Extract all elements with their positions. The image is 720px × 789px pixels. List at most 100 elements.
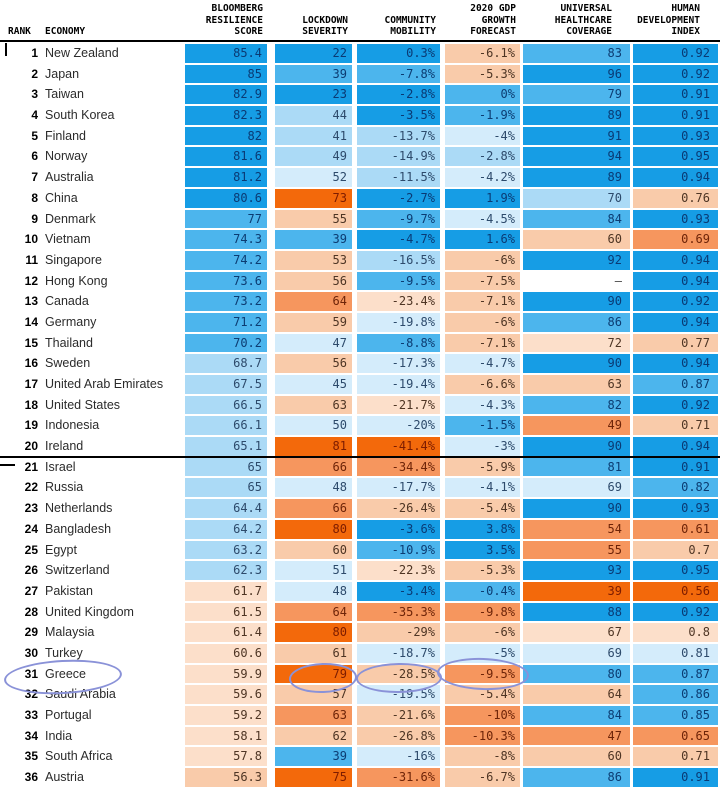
- table-row: 36 Austria 56.3 75 -31.6% -6.7% 86 0.91: [0, 768, 720, 787]
- axis-tick-divider: [0, 464, 15, 466]
- economy-name: Switzerland: [45, 563, 110, 578]
- table-row: 18 United States 66.5 63 -21.7% -4.3% 82 0.92: [0, 395, 720, 415]
- cell-healthcare: 90: [523, 437, 630, 456]
- cell-healthcare: 83: [523, 44, 630, 63]
- cell-hdi: 0.94: [633, 271, 718, 291]
- cell-gdp: -7.1%: [445, 292, 520, 311]
- cell-hdi: 0.93: [633, 126, 718, 146]
- economy-name: Australia: [45, 170, 94, 185]
- cell-healthcare: 79: [523, 85, 630, 105]
- cell-score: 64.4: [185, 499, 267, 518]
- cell-healthcare: 90: [523, 292, 630, 311]
- cell-gdp: -2.8%: [445, 147, 520, 167]
- cell-lockdown: 81: [275, 437, 352, 456]
- rank-value: 22: [24, 480, 38, 495]
- table-body: 1 New Zealand 85.4 22 0.3% -6.1% 83 0.92 2 Japan 8…: [0, 44, 720, 789]
- cell-mobility: -29%: [357, 623, 440, 642]
- economy-name: Sweden: [45, 356, 91, 371]
- cell-score: 67.5: [185, 375, 267, 394]
- cell-gdp: -4.3%: [445, 395, 520, 415]
- cell-hdi: 0.81: [633, 643, 718, 663]
- cell-healthcare: 89: [523, 106, 630, 125]
- cell-healthcare: 94: [523, 147, 630, 167]
- table-row: 15 Thailand 70.2 47 -8.8% -7.1% 72 0.77: [0, 333, 720, 353]
- table-row: 9 Denmark 77 55 -9.7% -4.5% 84 0.93: [0, 209, 720, 229]
- cell-gdp: -8%: [445, 747, 520, 767]
- cell-mobility: -16%: [357, 747, 440, 767]
- table-row: 11 Singapore 74.2 53 -16.5% -6% 92 0.94: [0, 250, 720, 270]
- cell-mobility: -10.9%: [357, 540, 440, 560]
- cell-mobility: -11.5%: [357, 168, 440, 187]
- cell-gdp: -6.7%: [445, 768, 520, 787]
- cell-mobility: -23.4%: [357, 292, 440, 311]
- economy-name: Indonesia: [45, 418, 100, 433]
- cell-healthcare: 86: [523, 768, 630, 787]
- cell-healthcare: 55: [523, 540, 630, 560]
- economy-name: Greece: [45, 666, 86, 681]
- rank-value: 32: [24, 687, 38, 702]
- cell-score: 82.9: [185, 85, 267, 105]
- cell-gdp: -5.3%: [445, 561, 520, 580]
- cell-healthcare: 82: [523, 395, 630, 415]
- cell-hdi: 0.69: [633, 230, 718, 249]
- cell-healthcare: 84: [523, 209, 630, 229]
- cell-hdi: 0.94: [633, 312, 718, 332]
- economy-name: New Zealand: [45, 46, 119, 60]
- cell-score: 85: [185, 64, 267, 84]
- rank-value: 34: [24, 728, 38, 743]
- economy-name: United Arab Emirates: [45, 377, 164, 391]
- column-header-score: BLOOMBERG RESILIENCE SCORE: [205, 3, 263, 37]
- rank-value: 8: [31, 190, 38, 205]
- cell-healthcare: 72: [523, 333, 630, 353]
- economy-name: Germany: [45, 314, 97, 329]
- economy-name: Portugal: [45, 708, 92, 722]
- cell-lockdown: 49: [275, 147, 352, 167]
- cell-lockdown: 50: [275, 416, 352, 436]
- table-row: 10 Vietnam 74.3 39 -4.7% 1.6% 60 0.69: [0, 230, 720, 249]
- cell-score: 61.4: [185, 623, 267, 642]
- cell-healthcare: 80: [523, 664, 630, 684]
- rank-value: 29: [24, 625, 38, 640]
- cell-gdp: 3.5%: [445, 540, 520, 560]
- cell-mobility: -3.5%: [357, 106, 440, 125]
- cell-healthcare: 64: [523, 685, 630, 704]
- table-row: 25 Egypt 63.2 60 -10.9% 3.5% 55 0.7: [0, 540, 720, 560]
- cell-mobility: -16.5%: [357, 250, 440, 270]
- cell-mobility: -2.8%: [357, 85, 440, 105]
- section-divider: [0, 455, 720, 458]
- table-row: 3 Taiwan 82.9 23 -2.8% 0% 79 0.91: [0, 85, 720, 105]
- cell-lockdown: 51: [275, 561, 352, 580]
- rank-value: 36: [24, 770, 38, 785]
- cell-mobility: -20%: [357, 416, 440, 436]
- table-row: 28 United Kingdom 61.5 64 -35.3% -9.8% 88 0.92: [0, 602, 720, 622]
- cell-gdp: -9.8%: [445, 602, 520, 622]
- cell-gdp: -6.6%: [445, 375, 520, 394]
- cell-score: 81.2: [185, 168, 267, 187]
- rank-value: 24: [24, 521, 38, 536]
- cell-score: 61.7: [185, 581, 267, 601]
- table-row: 1 New Zealand 85.4 22 0.3% -6.1% 83 0.92: [0, 44, 720, 63]
- rank-value: 30: [24, 645, 38, 660]
- cell-healthcare: 70: [523, 188, 630, 208]
- table-row: 6 Norway 81.6 49 -14.9% -2.8% 94 0.95: [0, 147, 720, 167]
- cell-gdp: -6%: [445, 623, 520, 642]
- economy-name: Japan: [45, 66, 80, 81]
- table-row: 8 China 80.6 73 -2.7% 1.9% 70 0.76: [0, 188, 720, 208]
- economy-name: India: [45, 728, 73, 743]
- rank-value: 23: [24, 501, 38, 516]
- cell-healthcare: 88: [523, 602, 630, 622]
- cell-gdp: -1.9%: [445, 106, 520, 125]
- cell-healthcare: 96: [523, 64, 630, 84]
- cell-mobility: -31.6%: [357, 768, 440, 787]
- table-row: 20 Ireland 65.1 81 -41.4% -3% 90 0.94: [0, 437, 720, 456]
- cell-score: 63.2: [185, 540, 267, 560]
- economy-name: Netherlands: [45, 501, 113, 516]
- cell-score: 85.4: [185, 44, 267, 63]
- cell-lockdown: 79: [275, 664, 352, 684]
- cell-score: 61.5: [185, 602, 267, 622]
- rank-value: 3: [31, 87, 38, 102]
- cell-mobility: -22.3%: [357, 561, 440, 580]
- table-row: 4 South Korea 82.3 44 -3.5% -1.9% 89 0.91: [0, 106, 720, 125]
- cell-mobility: -28.5%: [357, 664, 440, 684]
- cell-gdp: -4.1%: [445, 478, 520, 498]
